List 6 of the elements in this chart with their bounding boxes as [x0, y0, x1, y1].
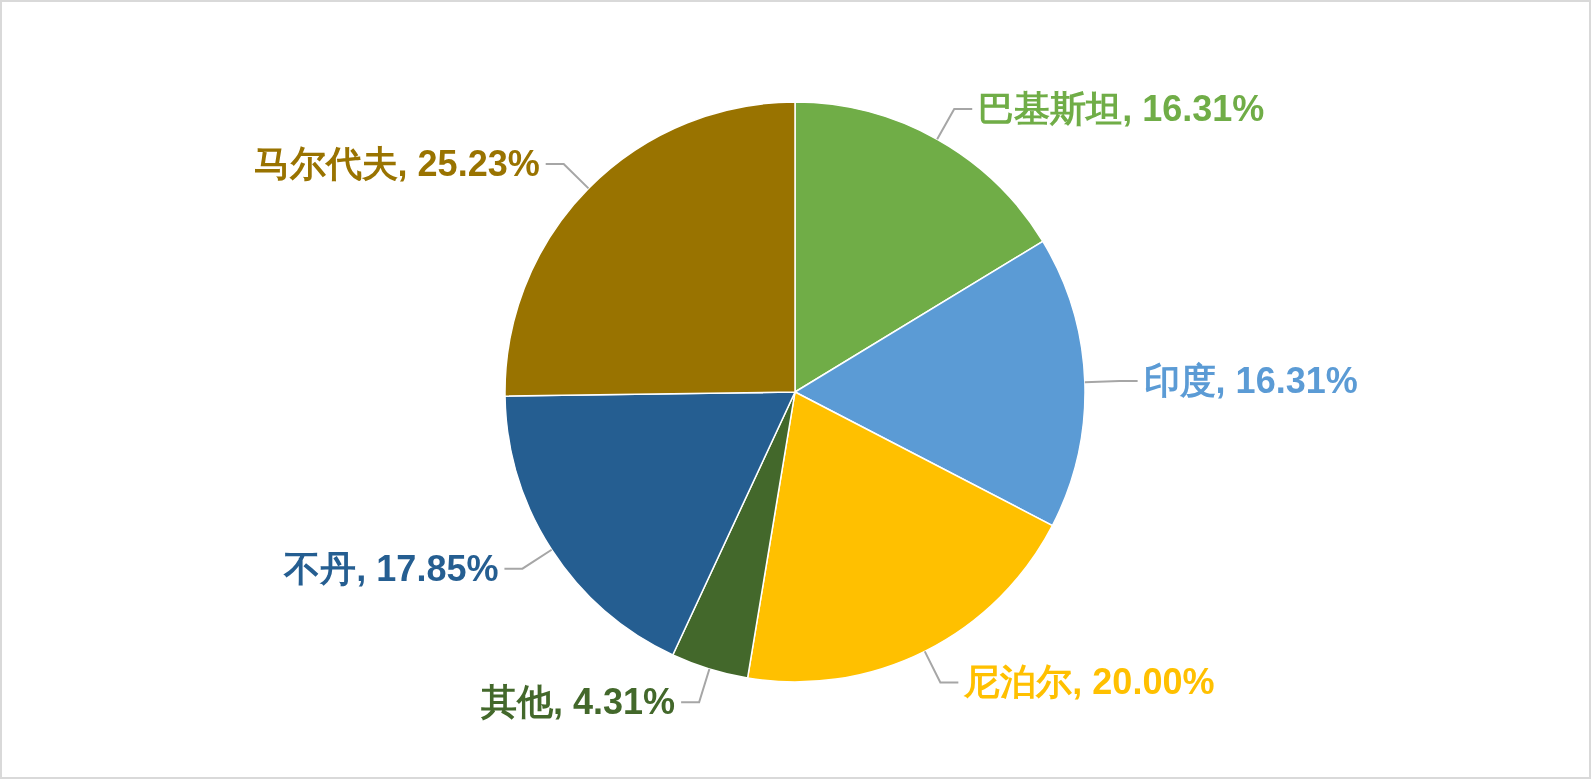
slice-label: 印度, 16.31%	[1143, 360, 1358, 402]
slice-label: 巴基斯坦, 16.31%	[978, 87, 1265, 129]
slice-label: 其他, 4.31%	[480, 681, 676, 723]
slice-label: 不丹, 17.85%	[283, 547, 499, 589]
slice-label: 尼泊尔, 20.00%	[963, 661, 1215, 703]
slice-label: 马尔代夫, 25.23%	[253, 142, 540, 184]
